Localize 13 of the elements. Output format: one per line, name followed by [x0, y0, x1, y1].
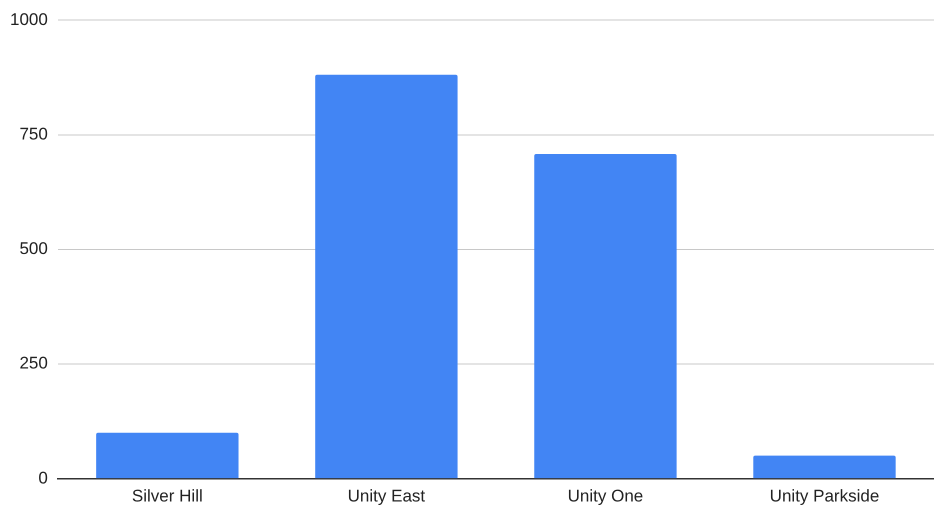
bar	[753, 456, 896, 478]
x-tick-label: Silver Hill	[132, 486, 203, 506]
y-tick-label: 500	[19, 239, 48, 258]
x-tick-label: Unity One	[568, 486, 644, 506]
x-tick-label: Unity Parkside	[770, 486, 880, 506]
x-tick-label: Unity East	[348, 486, 426, 506]
y-tick-label: 0	[38, 468, 48, 488]
y-tick-label: 750	[19, 124, 48, 144]
bar	[96, 432, 239, 478]
bar	[534, 154, 677, 478]
y-tick-label: 250	[19, 354, 48, 373]
bar	[315, 74, 458, 478]
y-tick-label: 1000	[10, 10, 48, 29]
